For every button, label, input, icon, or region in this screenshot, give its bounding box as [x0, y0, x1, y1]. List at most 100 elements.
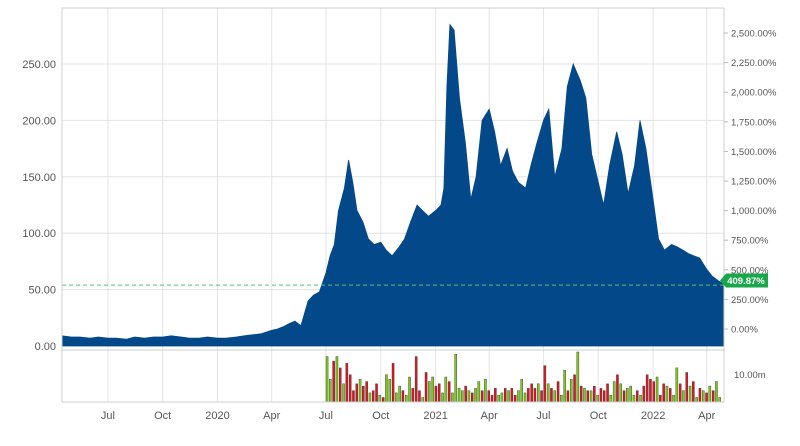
volume-bar [520, 379, 524, 403]
x-tick-label: Apr [698, 410, 715, 422]
percent-tick-label: 1,500.00% [731, 147, 777, 158]
volume-bar [556, 381, 560, 403]
volume-bar [546, 383, 550, 403]
volume-bar [718, 397, 722, 403]
volume-bar [645, 374, 649, 403]
volume-tick-label: 10.00m [734, 370, 766, 381]
volume-bar [553, 390, 557, 403]
volume-bar [606, 383, 609, 403]
volume-bar [434, 385, 438, 403]
percent-tick-label: 2,000.00% [731, 88, 777, 99]
volume-bar [678, 383, 682, 403]
price-tick-label: 0.00 [35, 341, 56, 353]
volume-bar [464, 385, 467, 403]
volume-bar [533, 388, 537, 403]
volume-bar [695, 397, 698, 403]
volume-bar [622, 390, 626, 403]
volume-bar [471, 392, 474, 403]
volume-bar [461, 390, 464, 403]
volume-bar [467, 390, 471, 403]
volume-bar [431, 376, 434, 403]
volume-bar [616, 374, 619, 403]
volume-bar [428, 381, 431, 403]
volume-bar [332, 360, 335, 403]
volume-bar [381, 397, 385, 403]
volume-bar [589, 390, 593, 403]
volume-bar [609, 394, 613, 403]
volume-bar [692, 381, 695, 403]
volume-bar [500, 392, 504, 403]
volume-bar [325, 356, 329, 403]
chart-frame [61, 7, 725, 403]
volume-bar [385, 374, 388, 403]
volume-bar [543, 365, 547, 403]
volume-bar [527, 388, 530, 403]
volume-bar [339, 367, 342, 403]
percent-tick-label: 1,750.00% [731, 117, 777, 128]
volume-bar [632, 394, 636, 403]
x-tick-label: 2021 [423, 410, 447, 422]
volume-bar [579, 385, 583, 403]
volume-bar [444, 376, 448, 403]
volume-bar [484, 379, 487, 403]
volume-bar [560, 394, 563, 403]
volume-bar [348, 374, 352, 403]
volume-bar [494, 388, 497, 403]
volume-bar [685, 372, 689, 403]
volume-bar [540, 390, 543, 403]
percent-tick-label: 750.00% [731, 236, 769, 247]
volume-bar [329, 379, 332, 403]
volume-bar [688, 385, 692, 403]
x-tick-label: 2022 [641, 410, 665, 422]
volume-bar [682, 390, 685, 403]
volume-bar [454, 354, 458, 403]
percent-tick-label: 1,250.00% [731, 177, 777, 188]
current-change-label: 409.87% [727, 276, 765, 287]
volume-bar [352, 390, 355, 403]
x-tick-label: Oct [154, 410, 171, 422]
volume-bar [408, 376, 411, 403]
volume-bar [421, 397, 425, 403]
volume-bar [636, 390, 639, 403]
volume-bar [596, 394, 599, 403]
volume-bar [642, 385, 646, 403]
volume-bar [451, 392, 454, 403]
volume-bar [391, 363, 395, 403]
volume-bar [702, 390, 705, 403]
volume-bar [570, 379, 573, 403]
volume-bar [480, 390, 484, 403]
volume-bar [550, 388, 553, 403]
percent-tick-label: 250.00% [731, 295, 769, 306]
volume-bars-group [325, 351, 722, 403]
volume-bar [711, 390, 715, 403]
volume-bar [612, 381, 616, 403]
volume-bar [619, 383, 623, 403]
volume-bar [586, 390, 590, 403]
volume-bar [715, 381, 718, 403]
volume-bar [405, 394, 408, 403]
volume-bar [368, 392, 372, 403]
volume-bar [675, 367, 679, 403]
volume-bar [362, 385, 365, 403]
volume-bar [708, 385, 712, 403]
volume-bar [358, 379, 362, 403]
volume-bar [672, 394, 675, 403]
volume-bar [441, 392, 444, 403]
current-change-badge[interactable]: 409.87% [720, 273, 768, 288]
volume-bar [424, 372, 428, 403]
volume-bar [655, 376, 659, 403]
volume-bar [507, 390, 510, 403]
volume-bar [662, 383, 665, 403]
volume-bar [705, 392, 708, 403]
volume-bar [639, 394, 642, 403]
volume-bar [457, 388, 461, 403]
volume-bar [573, 374, 576, 403]
x-tick-label: Jul [319, 410, 333, 422]
volume-bar [474, 388, 477, 403]
volume-bar [378, 394, 382, 403]
volume-bar [665, 385, 669, 403]
price-tick-label: 100.00 [22, 228, 56, 240]
volume-bar [398, 385, 401, 403]
